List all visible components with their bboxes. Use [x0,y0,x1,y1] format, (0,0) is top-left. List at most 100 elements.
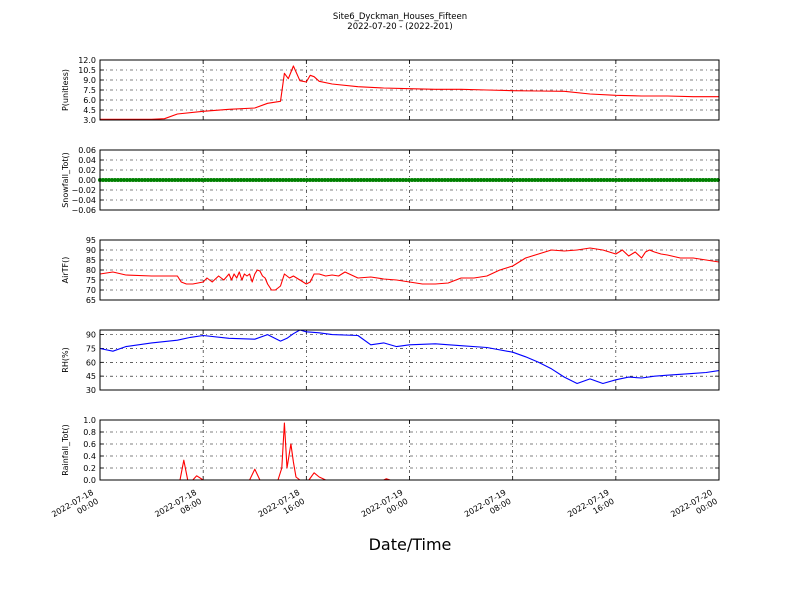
data-point [119,178,123,182]
data-point [302,178,306,182]
data-point [296,178,300,182]
data-point [278,178,282,182]
data-point [569,178,573,182]
data-point [131,178,135,182]
data-point [692,178,696,182]
data-point [686,178,690,182]
data-point [533,178,537,182]
data-point [599,178,603,182]
data-point [134,178,138,182]
data-point [230,178,234,182]
y-tick-label: −0.06 [71,206,96,215]
data-point [155,178,159,182]
data-point [194,178,198,182]
data-point [518,178,522,182]
data-point [470,178,474,182]
data-point [374,178,378,182]
data-point [248,178,252,182]
x-tick-labels: 2022-07-1800:00 2022-07-1808:00 2022-07-18… [50,488,719,528]
data-point [311,178,315,182]
data-point [554,178,558,182]
plot-frame [99,419,720,481]
figure-subtitle: 2022-07-20 - (2022-201) [347,22,452,32]
data-point [344,178,348,182]
data-point [539,178,543,182]
data-point [326,178,330,182]
x-tick-label: 2022-07-1808:00 [153,488,203,528]
data-point [239,178,243,182]
series-line [99,247,720,291]
data-point [410,178,414,182]
data-point [224,178,228,182]
y-tick-label: 0.8 [83,428,96,437]
y-tick-label: 0.2 [83,464,96,473]
data-point [416,178,420,182]
y-tick-label: 85 [86,256,96,265]
data-point [668,178,672,182]
data-point [578,178,582,182]
x-tick-label: 2022-07-1816:00 [257,488,307,528]
data-point [173,178,177,182]
y-tick-label: 9.0 [83,76,96,85]
data-point [464,178,468,182]
y-tick-label: 95 [86,236,96,245]
data-point [662,178,666,182]
data-point [512,178,516,182]
data-point [143,178,147,182]
data-point [563,178,567,182]
data-point [584,178,588,182]
data-point [635,178,639,182]
data-point [350,178,354,182]
data-point [335,178,339,182]
y-tick-label: 10.5 [78,66,96,75]
data-point [422,178,426,182]
data-point [671,178,675,182]
data-point [575,178,579,182]
data-point [476,178,480,182]
data-point [386,178,390,182]
y-tick-label: 30 [86,386,96,395]
data-point [347,178,351,182]
y-tick-label: 4.5 [83,106,96,115]
data-point [395,178,399,182]
data-point [377,178,381,182]
panel-2: 0.060.040.020.00−0.02−0.04−0.06Snowfall_… [61,146,720,215]
data-point [611,178,615,182]
data-point [695,178,699,182]
data-point [161,178,165,182]
data-point [698,178,702,182]
data-point [509,178,513,182]
data-point [455,178,459,182]
data-point [179,178,183,182]
data-point [659,178,663,182]
data-point [428,178,432,182]
data-point [404,178,408,182]
data-point [677,178,681,182]
data-point [707,178,711,182]
data-point [209,178,213,182]
y-axis-label: Snowfall_Tot() [61,152,70,208]
data-point [425,178,429,182]
data-point [653,178,657,182]
data-point [407,178,411,182]
data-point [650,178,654,182]
data-point [182,178,186,182]
data-point [323,178,327,182]
data-point [548,178,552,182]
data-point [632,178,636,182]
data-point [419,178,423,182]
data-point [332,178,336,182]
data-point [497,178,501,182]
data-point [233,178,237,182]
data-point [269,178,273,182]
data-point [413,178,417,182]
data-point [665,178,669,182]
data-point [149,178,153,182]
data-point [362,178,366,182]
data-point [125,178,129,182]
data-point [212,178,216,182]
y-tick-label: 65 [86,296,96,305]
data-point [596,178,600,182]
x-axis-label: Date/Time [369,535,452,554]
y-tick-label: 0.0 [83,476,96,485]
